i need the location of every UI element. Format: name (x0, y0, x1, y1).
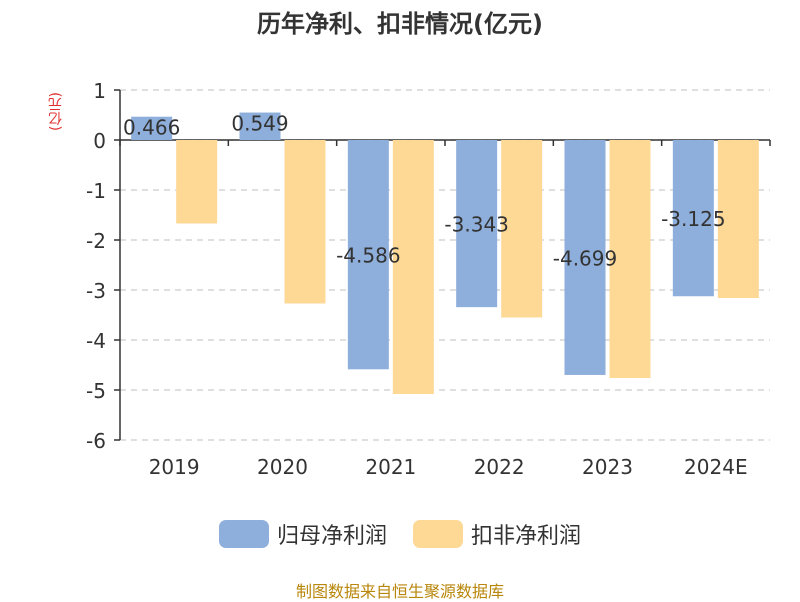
bar-series-1 (131, 116, 173, 140)
bar-series-1 (456, 140, 498, 308)
data-label: 0.466 (123, 116, 180, 140)
y-tick-label: 1 (93, 79, 106, 103)
y-tick-label: 0 (93, 129, 106, 153)
legend-swatch-series-1 (218, 520, 269, 548)
bar-series-2 (501, 140, 543, 318)
legend-item-series-1[interactable]: 归母净利润 (218, 518, 387, 550)
y-tick-label: -5 (86, 379, 106, 403)
y-tick-label: -2 (86, 229, 106, 253)
bar-series-1 (239, 112, 281, 140)
chart-title: 历年净利、扣非情况(亿元) (257, 10, 543, 38)
x-tick-label: 2021 (365, 455, 416, 479)
legend: 归母净利润 扣非净利润 (0, 518, 800, 550)
data-label: -3.125 (661, 207, 725, 231)
x-tick-label: 2023 (582, 455, 633, 479)
legend-label-series-1: 归母净利润 (276, 524, 387, 549)
x-tick-label: 2019 (149, 455, 200, 479)
bar-series-2 (392, 140, 434, 394)
bar-series-2 (176, 140, 218, 224)
y-tick-label: -3 (86, 279, 106, 303)
bar-series-1 (564, 140, 606, 375)
y-tick-label: -1 (86, 179, 106, 203)
x-tick-label: 2024E (684, 455, 748, 479)
bar-series-2 (284, 140, 326, 304)
x-tick-label: 2022 (474, 455, 525, 479)
y-tick-label: -4 (86, 329, 106, 353)
bar-series-1 (672, 140, 714, 297)
legend-label-series-2: 扣非净利润 (471, 524, 582, 549)
legend-swatch-series-2 (413, 520, 463, 548)
data-source-note: 制图数据来自恒生聚源数据库 (295, 582, 504, 601)
data-label: -3.343 (444, 213, 508, 237)
x-tick-label: 2020 (257, 455, 308, 479)
bar-series-1 (347, 140, 389, 370)
data-label: -4.586 (336, 244, 400, 268)
data-label: 0.549 (231, 112, 288, 136)
bar-series-2 (609, 140, 651, 378)
data-label: -4.699 (553, 246, 617, 270)
legend-item-series-2[interactable]: 扣非净利润 (413, 518, 581, 550)
bar-series-2 (717, 140, 759, 298)
y-tick-label: -6 (86, 429, 106, 453)
